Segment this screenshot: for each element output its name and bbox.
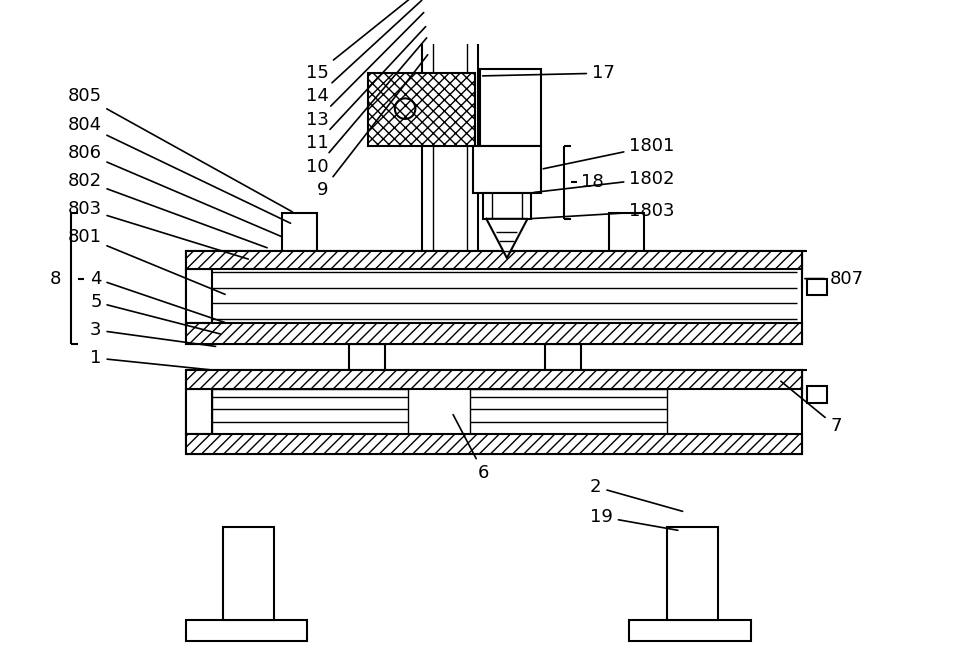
Bar [667, 527, 718, 620]
Text: 801: 801 [68, 227, 225, 294]
Text: 1803: 1803 [530, 202, 675, 220]
Bar [368, 73, 476, 146]
Bar [807, 278, 827, 296]
Bar [474, 146, 541, 193]
Text: 17: 17 [482, 64, 615, 82]
Bar [185, 389, 212, 434]
Text: 5: 5 [90, 293, 221, 334]
Bar [223, 527, 274, 620]
Text: 3: 3 [90, 321, 216, 347]
Text: 6: 6 [453, 415, 489, 482]
Text: 14: 14 [306, 0, 422, 106]
Bar [212, 389, 408, 434]
Text: 804: 804 [68, 116, 290, 223]
Text: 806: 806 [68, 144, 281, 236]
Bar [185, 323, 802, 344]
Polygon shape [486, 219, 527, 258]
Bar [807, 386, 827, 403]
Text: 13: 13 [306, 13, 424, 129]
Bar [482, 193, 531, 219]
Text: 11: 11 [306, 27, 426, 152]
Text: 7: 7 [781, 381, 841, 435]
Bar [479, 70, 541, 146]
Text: 10: 10 [306, 38, 427, 175]
Bar [185, 370, 802, 454]
Text: 807: 807 [805, 270, 864, 288]
Text: 803: 803 [68, 199, 248, 259]
Text: 805: 805 [68, 88, 292, 212]
Bar [185, 620, 308, 641]
Text: 1: 1 [90, 349, 211, 370]
Text: 9: 9 [317, 55, 428, 199]
Bar [471, 389, 667, 434]
Bar [185, 434, 802, 454]
Text: 4: 4 [90, 270, 225, 322]
Bar [608, 213, 645, 251]
Bar [350, 344, 385, 370]
Bar [185, 370, 802, 389]
Text: 802: 802 [68, 171, 267, 248]
Text: 1802: 1802 [534, 170, 675, 193]
Text: 19: 19 [590, 508, 678, 531]
Bar [282, 213, 317, 251]
Bar [185, 251, 802, 270]
Text: 18: 18 [581, 173, 604, 191]
Bar [545, 344, 581, 370]
Bar [185, 270, 212, 323]
Text: 2: 2 [590, 478, 683, 511]
Text: 8: 8 [50, 270, 61, 288]
Text: 1801: 1801 [543, 137, 674, 169]
Text: 15: 15 [306, 0, 420, 82]
Bar [185, 251, 802, 344]
Bar [422, 0, 478, 251]
Bar [629, 620, 751, 641]
